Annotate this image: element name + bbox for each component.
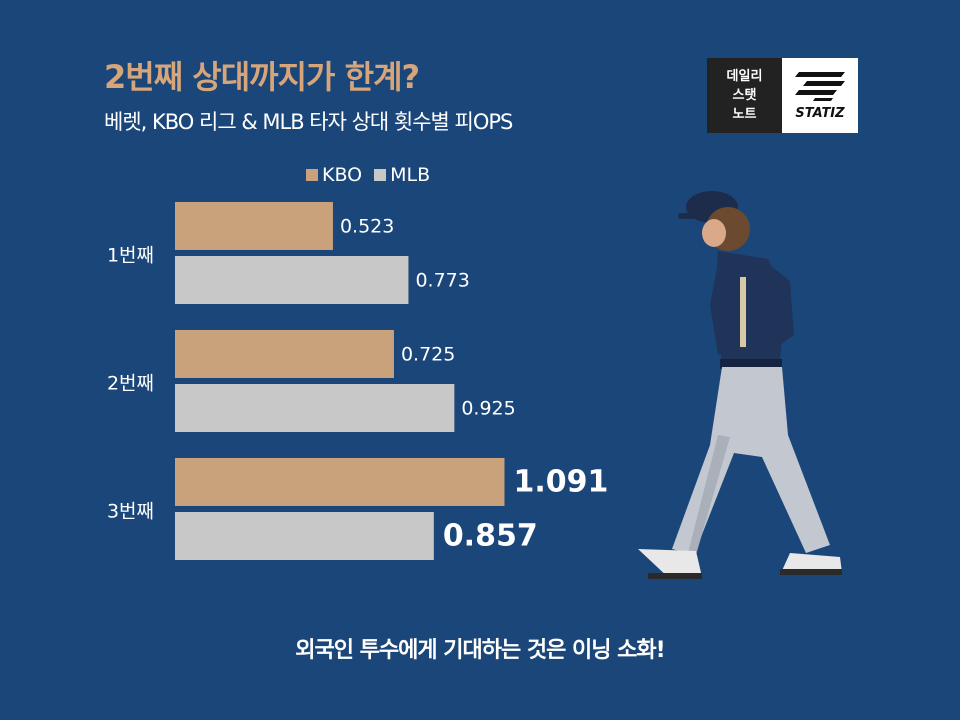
chart-title: 2번째 상대까지가 한계? bbox=[104, 58, 420, 96]
category-label-1: 1번째 bbox=[107, 245, 154, 267]
category-label-2: 2번째 bbox=[107, 373, 154, 395]
legend-item-mlb: MLB bbox=[374, 164, 430, 186]
bar-kbo-3 bbox=[175, 458, 505, 506]
bar-mlb-1 bbox=[175, 256, 409, 304]
bar-kbo-1 bbox=[175, 202, 333, 250]
category-label-3: 3번째 bbox=[107, 501, 154, 523]
value-label-mlb-3: 0.857 bbox=[443, 519, 538, 554]
legend-label-kbo: KBO bbox=[322, 164, 363, 186]
footer-caption: 외국인 투수에게 기대하는 것은 이닝 소화! bbox=[295, 638, 665, 663]
pitcher-photo bbox=[638, 191, 842, 579]
value-label-mlb-1: 0.773 bbox=[415, 270, 469, 292]
bar-chart: 1번째 0.523 0.773 2번째 0.725 0.925 3번째 1.091 0.857 bbox=[107, 202, 608, 560]
bar-mlb-2 bbox=[175, 384, 455, 432]
statiz-badge: STATIZ bbox=[782, 58, 858, 133]
bar-mlb-3 bbox=[175, 512, 434, 560]
legend-item-kbo: KBO bbox=[306, 164, 362, 186]
logo-line-2: 스탯 bbox=[732, 88, 757, 103]
statiz-mark-icon bbox=[795, 72, 845, 101]
legend-swatch-mlb bbox=[374, 169, 387, 181]
logo-line-3: 노트 bbox=[732, 107, 757, 122]
chart-legend: KBO MLB bbox=[306, 164, 442, 186]
value-label-kbo-1: 0.523 bbox=[340, 216, 394, 238]
statiz-logo: 데일리 스탯 노트 STATIZ bbox=[707, 58, 858, 133]
logo-line-1: 데일리 bbox=[726, 69, 763, 84]
bar-kbo-2 bbox=[175, 330, 394, 378]
value-label-kbo-3: 1.091 bbox=[513, 465, 608, 500]
chart-subtitle: 베렛, KBO 리그 & MLB 타자 상대 횟수별 피OPS bbox=[104, 110, 513, 134]
value-label-mlb-2: 0.925 bbox=[461, 398, 515, 420]
value-label-kbo-2: 0.725 bbox=[401, 344, 455, 366]
legend-swatch-kbo bbox=[306, 169, 318, 181]
legend-label-mlb: MLB bbox=[390, 164, 431, 186]
daily-stat-note-badge: 데일리 스탯 노트 bbox=[707, 58, 782, 133]
statiz-brand-text: STATIZ bbox=[795, 106, 845, 121]
